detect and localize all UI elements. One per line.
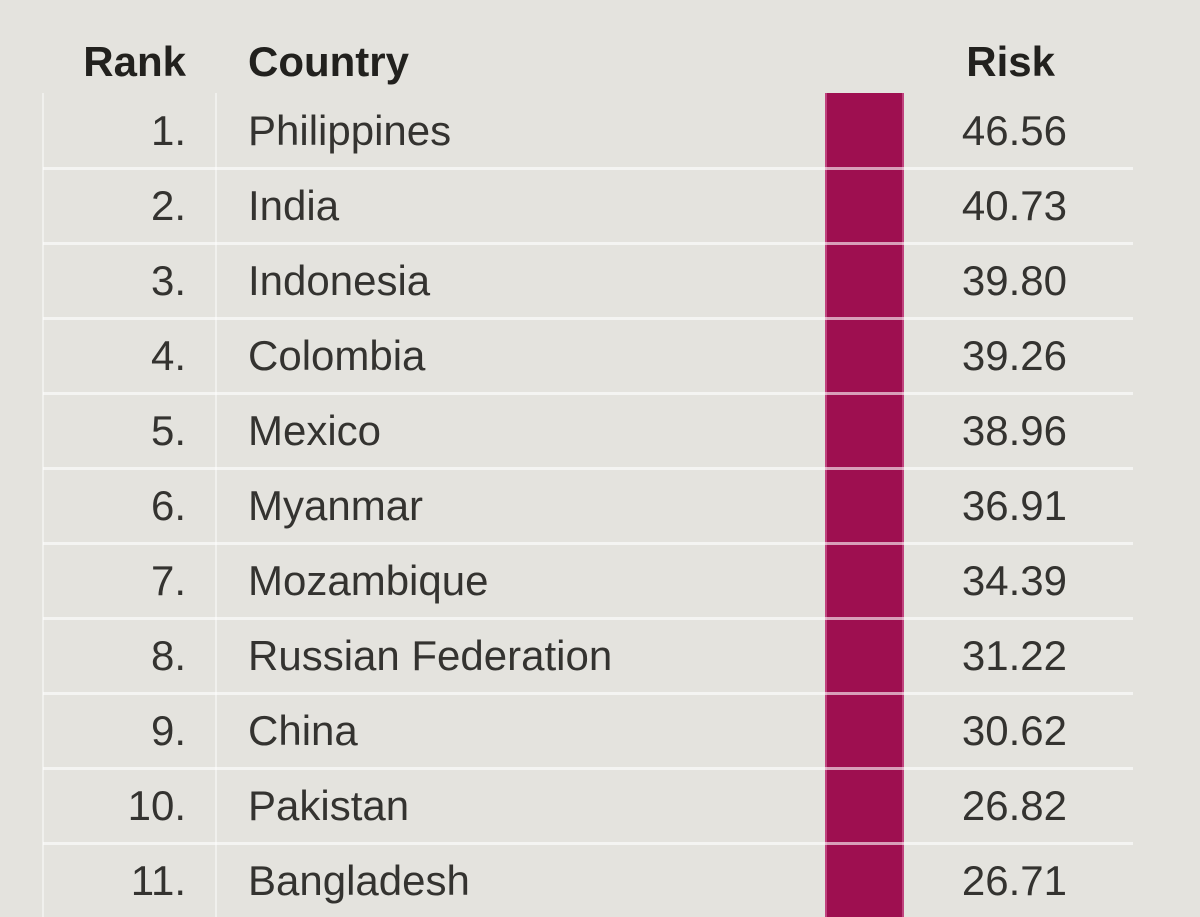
column-header-country: Country (248, 38, 409, 85)
country-cell: Mozambique (248, 557, 489, 604)
rank-cell: 10. (127, 782, 186, 829)
table-row: 10. Pakistan 26.82 (0, 768, 1200, 843)
rank-cell: 11. (130, 857, 186, 904)
risk-cell: 26.71 (961, 857, 1067, 904)
row-separator (43, 241, 1133, 245)
country-cell: Philippines (248, 107, 452, 154)
rank-cell: 7. (150, 557, 186, 604)
risk-cell: 30.62 (961, 707, 1067, 754)
risk-color-band (825, 93, 904, 917)
left-gridline (42, 93, 44, 917)
risk-cell: 36.91 (961, 482, 1067, 529)
table-row: 9. China 30.62 (0, 693, 1200, 768)
country-cell: Indonesia (248, 257, 431, 304)
country-cell: Myanmar (248, 482, 424, 529)
country-cell: China (248, 707, 358, 754)
row-separator (43, 466, 1133, 470)
rank-cell: 9. (150, 707, 186, 754)
risk-cell: 26.82 (961, 782, 1067, 829)
table-row: 2. India 40.73 (0, 168, 1200, 243)
country-cell: Bangladesh (248, 857, 470, 904)
table-row: 5. Mexico 38.96 (0, 393, 1200, 468)
row-separator (43, 541, 1133, 545)
table-row: 3. Indonesia 39.80 (0, 243, 1200, 318)
country-cell: Mexico (248, 407, 382, 454)
risk-cell: 46.56 (961, 107, 1067, 154)
rank-cell: 6. (150, 482, 186, 529)
rank-cell: 4. (150, 332, 186, 379)
country-cell: Russian Federation (248, 632, 613, 679)
country-cell: India (248, 182, 340, 229)
risk-cell: 39.26 (961, 332, 1067, 379)
rank-cell: 2. (150, 182, 186, 229)
row-separator (43, 616, 1133, 620)
row-separator (43, 691, 1133, 695)
table-row: 6. Myanmar 36.91 (0, 468, 1200, 543)
risk-cell: 38.96 (961, 407, 1067, 454)
column-header-risk: Risk (966, 38, 1055, 85)
country-cell: Colombia (248, 332, 426, 379)
row-separator (43, 391, 1133, 395)
table-row: 7. Mozambique 34.39 (0, 543, 1200, 618)
row-separator (43, 841, 1133, 845)
risk-cell: 34.39 (961, 557, 1067, 604)
table-row: 1. Philippines 46.56 (0, 93, 1200, 168)
table-row: 8. Russian Federation 31.22 (0, 618, 1200, 693)
rank-cell: 5. (150, 407, 186, 454)
rank-cell: 8. (150, 632, 186, 679)
column-header-rank: Rank (83, 38, 186, 85)
risk-cell: 31.22 (961, 632, 1067, 679)
rank-country-gridline (215, 93, 217, 917)
rank-cell: 1. (150, 107, 186, 154)
risk-cell: 39.80 (961, 257, 1067, 304)
table-row: 4. Colombia 39.26 (0, 318, 1200, 393)
row-separator (43, 166, 1133, 170)
table-row: 11. Bangladesh 26.71 (0, 843, 1200, 917)
country-cell: Pakistan (248, 782, 410, 829)
row-separator (43, 316, 1133, 320)
risk-cell: 40.73 (961, 182, 1067, 229)
rank-cell: 3. (150, 257, 186, 304)
row-separator (43, 766, 1133, 770)
